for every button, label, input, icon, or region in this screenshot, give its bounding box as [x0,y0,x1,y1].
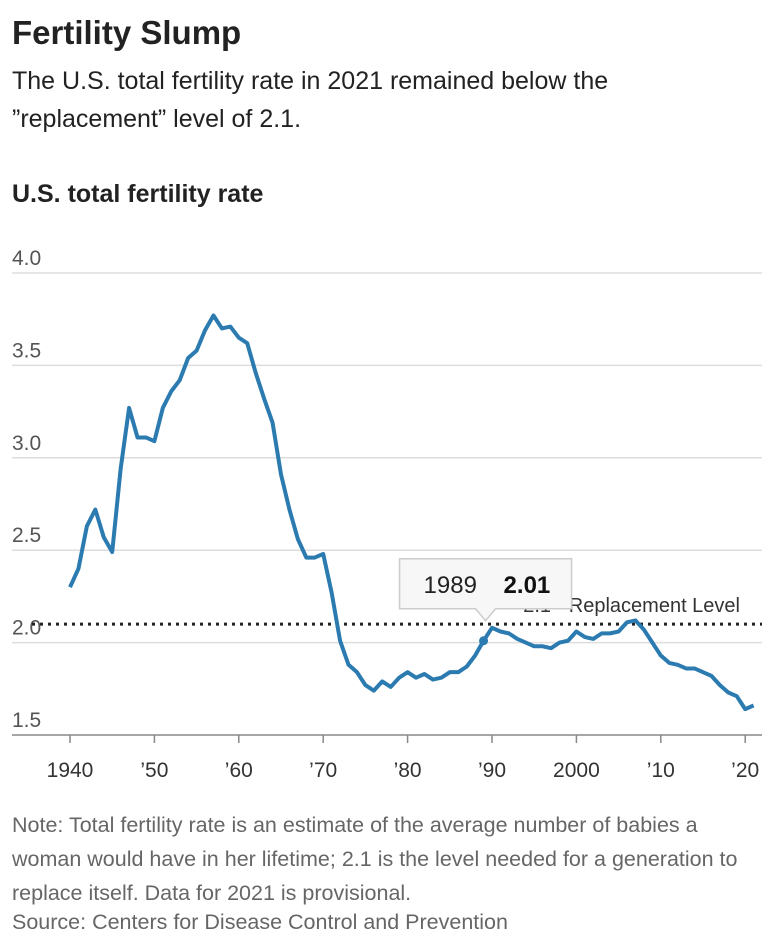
data-line [68,313,755,712]
x-tick-label: ’70 [309,759,337,782]
x-tick-label: ’80 [394,759,422,782]
y-tick-label: 3.0 [12,432,41,455]
x-tick-label: 2000 [553,759,600,782]
subtitle: The U.S. total fertility rate in 2021 re… [12,67,609,133]
x-tick-label: ’20 [731,759,759,782]
y-tick-label: 2.5 [12,524,41,547]
tooltip-year: 1989 [424,572,477,599]
source: Source: Centers for Disease Control and … [12,910,508,934]
y-tick-label: 3.5 [12,339,41,362]
y-tick-label: 1.5 [12,709,41,732]
x-tick-label: ’50 [140,759,168,782]
tooltip-value: 2.01 [504,572,551,599]
x-tick-label: 1940 [47,759,94,782]
highlight-point [479,636,489,646]
x-tick-label: ’60 [225,759,253,782]
note: Note: Total fertility rate is an estimat… [12,813,738,905]
title: Fertility Slump [12,14,242,51]
x-tick-label: ’90 [478,759,506,782]
y-tick-label: 2.0 [12,617,41,640]
chart: 1.5 2.0 2.5 3.0 3.5 4.0 1940 ’50 ’60 ’70 ’80 ’90 200… [12,247,762,782]
tooltip-box [398,558,573,622]
chart-title: U.S. total fertility rate [12,180,264,208]
y-tick-label: 4.0 [12,247,41,270]
reference-label: 2.1 - Replacement Level [523,595,740,617]
x-tick-label: ’10 [647,759,675,782]
